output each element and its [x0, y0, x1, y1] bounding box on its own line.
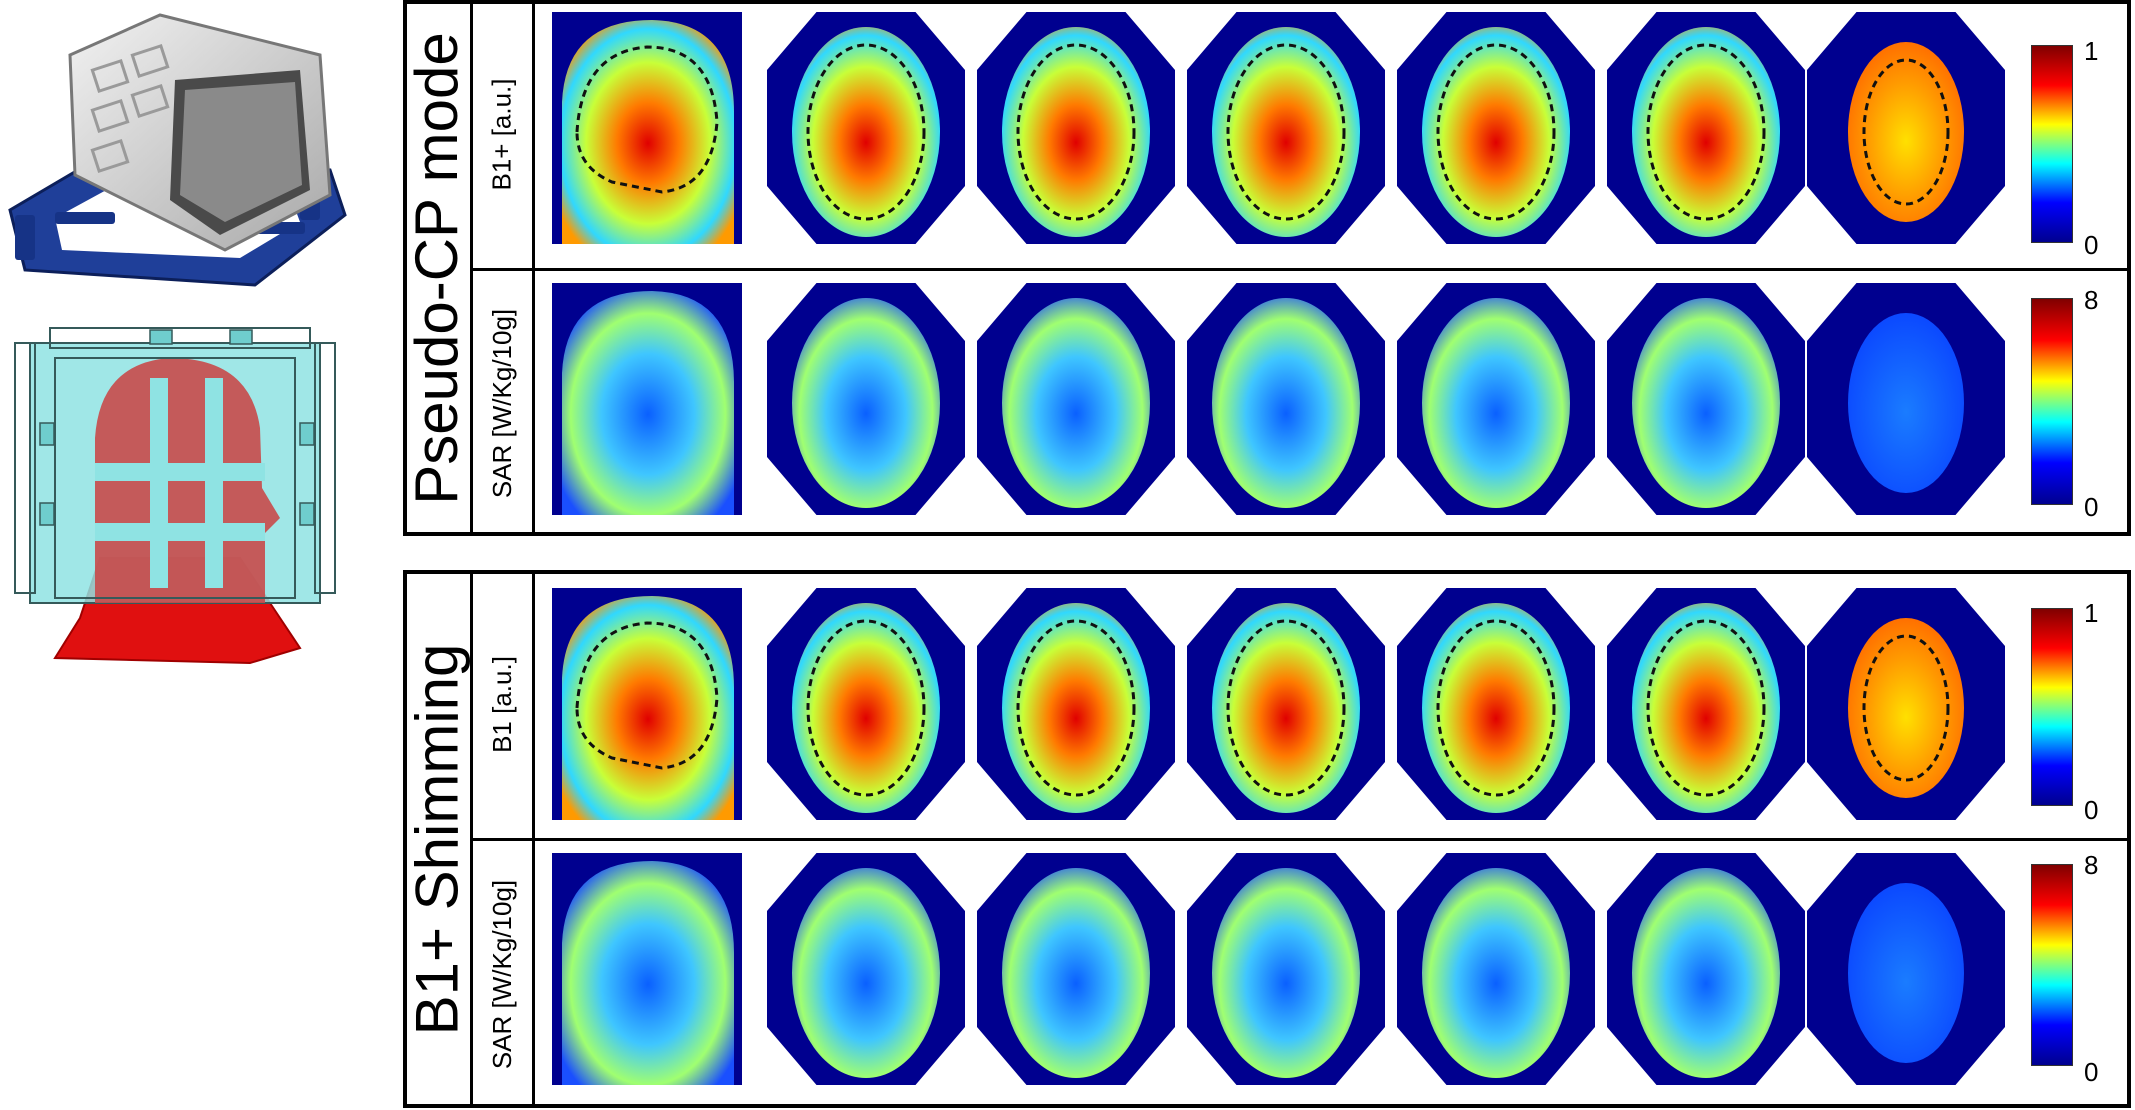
- coil-cube: [68, 13, 332, 252]
- sar-map: [1607, 283, 1805, 515]
- b1-field-map: [1187, 588, 1385, 820]
- colorbar-min-label: 0: [2084, 492, 2099, 522]
- b1-field-map: [767, 12, 965, 244]
- b1-row-label: B1 [a.u.]: [487, 655, 517, 753]
- sar-colorbar: [2031, 298, 2073, 505]
- pseudo-cp-mode-title: Pseudo-CP mode: [403, 31, 470, 505]
- sar-map: [767, 283, 965, 515]
- head-model-render: [14, 327, 336, 665]
- sar-map: [977, 283, 1175, 515]
- sar-map: [552, 853, 742, 1085]
- b1-field-map: [1607, 588, 1805, 820]
- colorbar-max-label: 1: [2084, 36, 2099, 66]
- b1-field-map: [1807, 588, 2005, 820]
- sar-map: [552, 283, 742, 515]
- sar-map: [977, 853, 1175, 1085]
- colorbar-min-label: 0: [2084, 1057, 2099, 1087]
- colorbar-min-label: 0: [2084, 230, 2099, 260]
- b1-field-map: [767, 588, 965, 820]
- colorbar-max-label: 8: [2084, 285, 2099, 315]
- sar-row-label: SAR [W/Kg/10g]: [487, 879, 517, 1070]
- row-divider: [470, 838, 2128, 841]
- b1-row-label: B1+ [a.u.]: [487, 77, 517, 191]
- sar-map: [1187, 283, 1385, 515]
- b1-field-map: [977, 12, 1175, 244]
- b1-field-map: [1397, 588, 1595, 820]
- sar-map: [1607, 853, 1805, 1085]
- b1-colorbar: [2031, 45, 2073, 243]
- mode-label: B1+ Shimming: [403, 570, 470, 1108]
- sar-map: [1397, 853, 1595, 1085]
- sar-map: [1807, 853, 2005, 1085]
- b1-shimming-title: B1+ Shimming: [403, 643, 471, 1035]
- b1-field-map: [977, 588, 1175, 820]
- b1-field-map: [552, 12, 742, 244]
- row-divider: [470, 268, 2128, 271]
- sar-map: [767, 853, 965, 1085]
- colorbar-max-label: 8: [2084, 850, 2099, 880]
- b1-colorbar: [2031, 608, 2073, 806]
- mode-label: Pseudo-CP mode: [403, 0, 470, 536]
- sar-map: [1807, 283, 2005, 515]
- sar-map: [1187, 853, 1385, 1085]
- b1-field-map: [552, 588, 742, 820]
- b1-field-map: [1607, 12, 1805, 244]
- sar-colorbar: [2031, 864, 2073, 1066]
- b1-field-map: [1807, 12, 2005, 244]
- colorbar-min-label: 0: [2084, 795, 2099, 825]
- colorbar-max-label: 1: [2084, 598, 2099, 628]
- sar-map: [1397, 283, 1595, 515]
- coil-3d-render: [8, 13, 347, 287]
- sar-row-label: SAR [W/Kg/10g]: [487, 308, 517, 499]
- b1-field-map: [1397, 12, 1595, 244]
- b1-field-map: [1187, 12, 1385, 244]
